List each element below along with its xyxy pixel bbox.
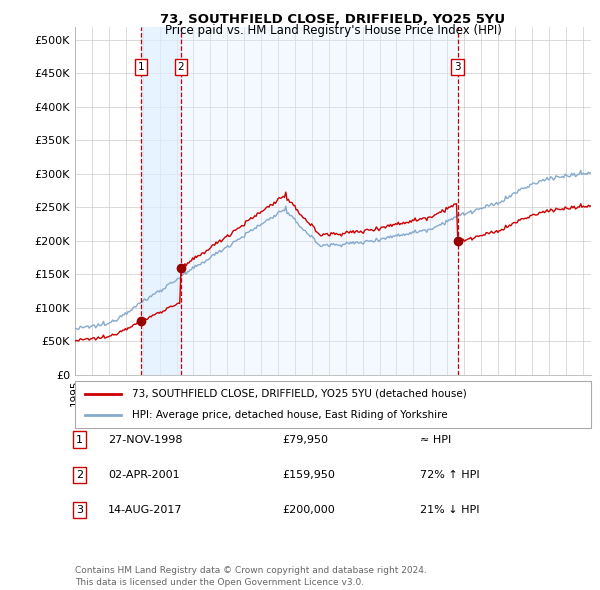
Text: 14-AUG-2017: 14-AUG-2017 — [108, 506, 182, 515]
Text: 1: 1 — [76, 435, 83, 444]
Text: HPI: Average price, detached house, East Riding of Yorkshire: HPI: Average price, detached house, East… — [132, 409, 448, 419]
Text: £79,950: £79,950 — [282, 435, 328, 444]
Bar — [141, 27, 181, 375]
Text: £200,000: £200,000 — [282, 506, 335, 515]
Text: 2: 2 — [178, 62, 184, 72]
Text: 3: 3 — [454, 62, 461, 72]
Text: 21% ↓ HPI: 21% ↓ HPI — [420, 506, 479, 515]
Text: 27-NOV-1998: 27-NOV-1998 — [108, 435, 182, 444]
Text: 73, SOUTHFIELD CLOSE, DRIFFIELD, YO25 5YU (detached house): 73, SOUTHFIELD CLOSE, DRIFFIELD, YO25 5Y… — [132, 389, 467, 399]
Text: 02-APR-2001: 02-APR-2001 — [108, 470, 179, 480]
Text: Contains HM Land Registry data © Crown copyright and database right 2024.
This d: Contains HM Land Registry data © Crown c… — [75, 566, 427, 587]
Text: 2: 2 — [76, 470, 83, 480]
Text: Price paid vs. HM Land Registry's House Price Index (HPI): Price paid vs. HM Land Registry's House … — [164, 24, 502, 37]
Text: ≈ HPI: ≈ HPI — [420, 435, 451, 444]
Text: 72% ↑ HPI: 72% ↑ HPI — [420, 470, 479, 480]
Bar — [181, 27, 458, 375]
Text: £159,950: £159,950 — [282, 470, 335, 480]
FancyBboxPatch shape — [75, 381, 591, 428]
Text: 1: 1 — [137, 62, 144, 72]
Text: 3: 3 — [76, 506, 83, 515]
Text: 73, SOUTHFIELD CLOSE, DRIFFIELD, YO25 5YU: 73, SOUTHFIELD CLOSE, DRIFFIELD, YO25 5Y… — [160, 13, 506, 26]
